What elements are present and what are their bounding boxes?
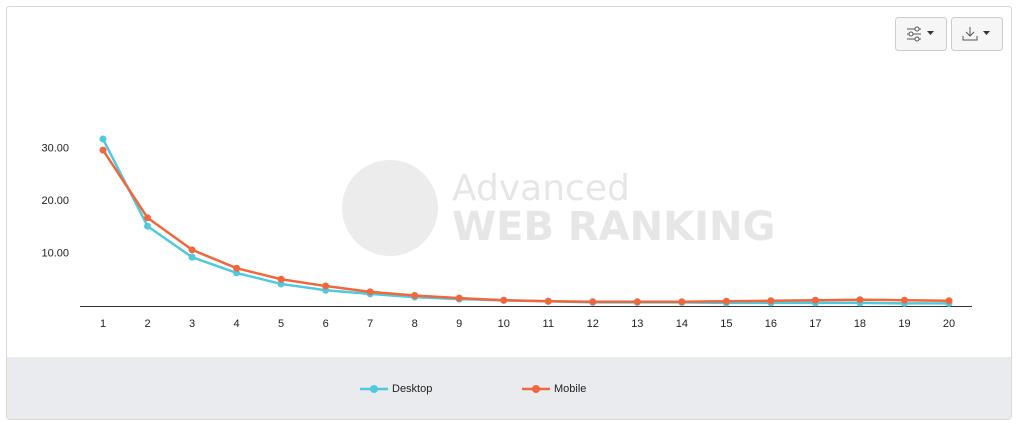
button[interactable] (951, 17, 1003, 51)
icon (914, 36, 920, 42)
x-tick-label: 5 (278, 318, 284, 330)
legend-swatch (532, 385, 540, 393)
x-tick-label: 16 (765, 318, 777, 330)
data-point (633, 298, 641, 306)
filter-button[interactable] (895, 17, 947, 51)
x-tick-label: 15 (720, 318, 732, 330)
icon (908, 31, 914, 37)
x-tick-label: 18 (854, 318, 866, 330)
data-point (277, 275, 285, 283)
watermark-text: Advanced (452, 168, 630, 209)
data-point (366, 288, 374, 296)
x-tick-label: 20 (943, 318, 955, 330)
x-tick-label: 8 (412, 318, 418, 330)
data-point (188, 246, 196, 254)
data-point (411, 292, 419, 299)
legend-label: Mobile (554, 383, 586, 395)
data-point (188, 253, 196, 261)
data-point (856, 296, 864, 304)
data-point (900, 296, 908, 304)
frame (6, 6, 1012, 420)
x-tick-label: 14 (676, 318, 688, 330)
x-tick-label: 7 (367, 318, 373, 330)
data-point (99, 135, 107, 143)
x-tick-label: 12 (587, 318, 599, 330)
icon (983, 31, 990, 35)
x-tick-label: 3 (189, 318, 195, 330)
x-tick-label: 4 (234, 318, 240, 330)
data-point (767, 297, 775, 305)
x-tick-label: 2 (144, 318, 150, 330)
y-tick-label: 20.00 (41, 195, 69, 207)
icon (927, 31, 934, 35)
data-point (144, 214, 152, 222)
x-tick-label: 1 (100, 318, 106, 330)
x-tick-label: 9 (456, 318, 462, 330)
legend-label: Desktop (392, 383, 432, 395)
series-line (101, 149, 950, 304)
data-point (678, 298, 686, 306)
data-point (233, 264, 241, 272)
data-point (500, 296, 508, 304)
legend-area (7, 357, 1011, 419)
data-point (945, 297, 953, 305)
x-tick-label: 10 (498, 318, 510, 330)
data-point (144, 222, 152, 230)
x-tick-label: 17 (809, 318, 821, 330)
download-button[interactable] (951, 17, 1003, 51)
data-point (544, 297, 552, 305)
watermark-text: WEB RANKING (452, 204, 775, 250)
data-point (722, 297, 730, 305)
icon (962, 27, 978, 41)
y-tick-label: 10.00 (41, 247, 69, 259)
data-point (455, 294, 463, 302)
x-tick-label: 6 (323, 318, 329, 330)
data-point (589, 298, 597, 306)
data-point (99, 146, 107, 154)
y-tick-label: 30.00 (41, 142, 69, 154)
x-tick-label: 11 (543, 318, 554, 330)
x-tick-label: 13 (631, 318, 643, 330)
data-point (811, 296, 819, 304)
icon (914, 26, 920, 32)
watermark: Advanced WEB RANKING (342, 160, 775, 256)
watermark-logo (342, 160, 438, 256)
legend-swatch (370, 385, 378, 393)
x-tick-label: 19 (898, 318, 910, 330)
data-point (322, 282, 330, 290)
